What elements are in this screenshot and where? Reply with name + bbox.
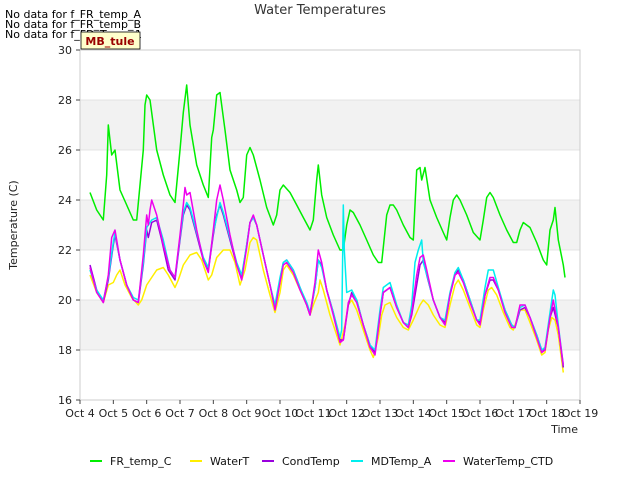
legend-label: MDTemp_A	[371, 455, 432, 468]
x-tick-label: Oct 5	[99, 407, 129, 420]
x-tick-label: Oct 4	[65, 407, 95, 420]
x-tick-label: Oct 16	[462, 407, 499, 420]
x-tick-label: Oct 9	[232, 407, 262, 420]
y-tick-label: 20	[58, 294, 72, 307]
legend-label: WaterTemp_CTD	[463, 455, 553, 468]
x-tick-label: Oct 6	[132, 407, 162, 420]
y-axis-ticks: 16 18 20 22 24 26 28 30	[58, 44, 80, 407]
y-tick-label: 16	[58, 394, 72, 407]
x-axis-label: Time	[550, 423, 578, 436]
y-tick-label: 22	[58, 244, 72, 257]
x-tick-label: Oct 7	[165, 407, 195, 420]
x-axis-ticks: Oct 4 Oct 5 Oct 6 Oct 7 Oct 8 Oct 9 Oct 10Oct …	[65, 400, 598, 420]
series-line-watert	[89, 236, 565, 373]
x-tick-label: Oct 19	[562, 407, 599, 420]
site-tag-text: MB_tule	[85, 35, 134, 48]
band-26-28	[80, 100, 580, 150]
x-tick-label: Oct 13	[362, 407, 399, 420]
x-tick-label: Oct 18	[528, 407, 565, 420]
band-18-20	[80, 300, 580, 350]
x-tick-label: Oct 11	[295, 407, 332, 420]
x-tick-label: Oct 12	[328, 407, 365, 420]
y-tick-label: 24	[58, 194, 72, 207]
x-tick-label: Oct 14	[395, 407, 432, 420]
series-line-watertemp-ctd	[89, 184, 565, 366]
plot-frame	[79, 49, 581, 401]
series-line-fr-temp-c	[89, 84, 566, 278]
site-tag: MB_tule	[80, 31, 141, 50]
y-tick-label: 18	[58, 344, 72, 357]
site-tag-box	[80, 31, 141, 50]
x-tick-label: Oct 17	[495, 407, 532, 420]
y-axis-label: Temperature (C)	[7, 180, 20, 270]
no-data-message-a: No data for f_FR_temp_A	[5, 8, 141, 21]
y-tick-label: 26	[58, 144, 72, 157]
x-tick-label: Oct 8	[199, 407, 229, 420]
legend-label: FR_temp_C	[110, 455, 172, 468]
legend-label: CondTemp	[282, 455, 340, 468]
y-tick-label: 28	[58, 94, 72, 107]
series-lines	[89, 84, 566, 373]
y-tick-label: 30	[58, 44, 72, 57]
legend-label: WaterT	[210, 455, 250, 468]
x-tick-label: Oct 15	[428, 407, 465, 420]
chart-title: Water Temperatures	[254, 3, 386, 18]
no-data-message-b: No data for f_FR_temp_B	[5, 18, 142, 31]
x-tick-label: Oct 10	[262, 407, 299, 420]
legend: FR_temp_C WaterT CondTemp MDTemp_A WaterTemp…	[90, 455, 553, 468]
